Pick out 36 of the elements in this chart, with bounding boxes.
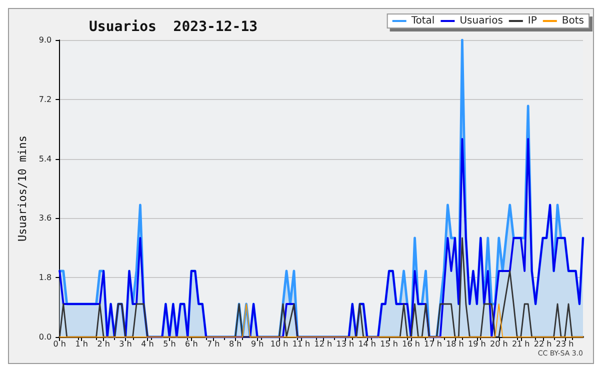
y-axis-title: Usuarios/10 mins: [16, 136, 29, 242]
x-tick-label: 8 h: [228, 340, 242, 348]
y-tick-label: 5.4: [38, 154, 52, 164]
legend-label: Usuarios: [460, 16, 503, 26]
x-tick-label: 3 h: [119, 340, 132, 348]
x-tick-label: 10 h: [270, 340, 288, 348]
y-tick-label: 3.6: [38, 214, 52, 223]
x-tick-label: 20 h: [490, 340, 508, 348]
x-tick-label: 15 h: [380, 340, 398, 348]
x-tick-label: 23 h: [556, 340, 574, 348]
x-tick-label: 6 h: [185, 340, 198, 348]
x-tick-label: 11 h: [292, 340, 310, 348]
y-tick-label: 9.0: [38, 36, 52, 44]
x-tick-label: 9 h: [250, 340, 264, 348]
x-tick-label: 16 h: [402, 340, 420, 348]
y-tick-label: 7.2: [38, 94, 52, 104]
x-tick-label: 0 h: [53, 340, 66, 348]
legend-label: Total: [410, 16, 435, 26]
x-tick-label: 21 h: [512, 340, 530, 348]
x-tick-label: 7 h: [207, 340, 220, 348]
x-tick-label: 19 h: [468, 340, 486, 348]
x-tick-label: 12 h: [314, 340, 332, 348]
x-tick-label: 5 h: [163, 340, 176, 348]
legend-label: IP: [528, 16, 537, 26]
y-tick-label: 0.0: [38, 332, 52, 342]
x-tick-label: 13 h: [336, 340, 354, 348]
x-tick-label: 14 h: [358, 340, 376, 348]
y-tick-label: 1.8: [38, 273, 52, 282]
x-tick-label: 4 h: [141, 340, 154, 348]
chart-title: Usuarios 2023-12-13: [89, 19, 258, 35]
x-tick-label: 1 h: [75, 340, 88, 348]
x-tick-label: 2 h: [97, 340, 110, 348]
x-tick-label: 18 h: [446, 340, 464, 348]
x-tick-label: 22 h: [534, 340, 552, 348]
legend-label: Bots: [562, 16, 584, 26]
x-tick-label: 17 h: [424, 340, 442, 348]
